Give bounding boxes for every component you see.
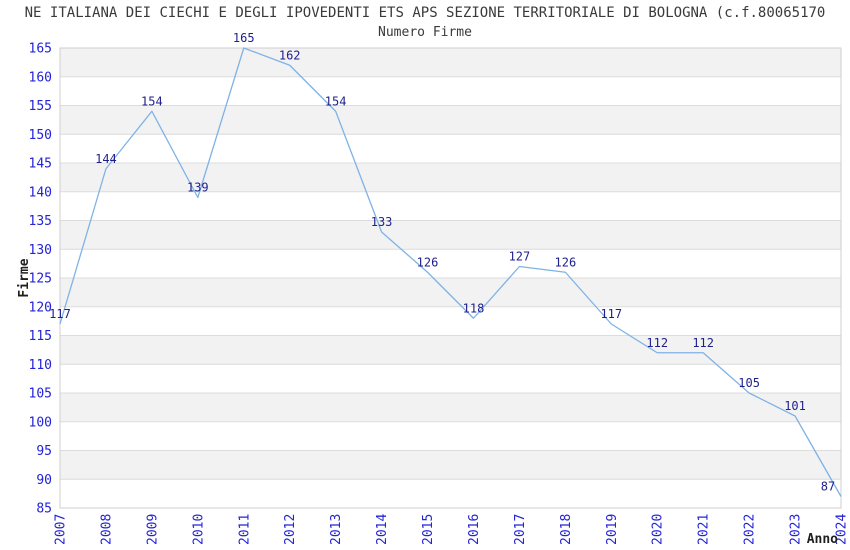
y-tick-label: 165 <box>29 42 52 57</box>
y-tick-label: 90 <box>36 473 52 488</box>
data-label: 87 <box>821 480 835 494</box>
data-label: 144 <box>95 152 117 166</box>
y-tick-label: 155 <box>29 99 52 114</box>
y-tick-label: 160 <box>29 70 52 85</box>
y-tick-label: 125 <box>29 272 52 287</box>
x-tick-label: 2011 <box>237 514 252 545</box>
grid-band <box>60 220 841 250</box>
x-tick-label: 2018 <box>559 514 574 545</box>
x-tick-label: 2023 <box>789 514 804 545</box>
x-tick-label: 2015 <box>421 514 436 545</box>
grid-band <box>60 335 841 365</box>
y-tick-label: 105 <box>29 387 52 402</box>
x-tick-label: 2017 <box>513 514 528 545</box>
data-label: 112 <box>646 336 668 350</box>
x-tick-label: 2013 <box>329 514 344 545</box>
data-label: 117 <box>600 307 622 321</box>
y-tick-label: 145 <box>29 157 52 172</box>
y-tick-label: 85 <box>36 502 52 517</box>
grid-band <box>60 450 841 480</box>
data-label: 127 <box>509 250 531 264</box>
data-label: 117 <box>49 307 71 321</box>
x-tick-label: 2007 <box>54 514 69 545</box>
plot-border <box>59 47 842 509</box>
x-tick-label: 2012 <box>283 514 298 545</box>
data-label: 165 <box>233 31 255 45</box>
data-label: 139 <box>187 181 209 195</box>
y-tick-label: 130 <box>29 243 52 258</box>
x-tick-label: 2019 <box>605 514 620 545</box>
x-tick-label: 2021 <box>697 514 712 545</box>
data-label: 118 <box>463 301 485 315</box>
y-tick-label: 140 <box>29 185 52 200</box>
y-tick-label: 100 <box>29 415 52 430</box>
y-tick-label: 135 <box>29 214 52 229</box>
y-tick-label: 150 <box>29 128 52 143</box>
y-tick-label: 115 <box>29 329 52 344</box>
y-tick-label: 95 <box>36 444 52 459</box>
data-label: 133 <box>371 215 393 229</box>
chart-main-title: NE ITALIANA DEI CIECHI E DEGLI IPOVEDENT… <box>24 5 826 21</box>
data-label: 154 <box>325 94 347 108</box>
x-axis-title: Anno <box>807 532 838 547</box>
y-tick-label: 120 <box>29 300 52 315</box>
data-label: 105 <box>738 376 760 390</box>
grid-band <box>60 105 841 135</box>
x-tick-label: 2020 <box>651 514 666 545</box>
data-label: 126 <box>555 255 577 269</box>
x-tick-label: 2008 <box>99 514 114 545</box>
grid-band <box>60 278 841 307</box>
data-label: 101 <box>784 399 806 413</box>
data-label: 162 <box>279 48 301 62</box>
y-axis-title: Firme <box>17 258 32 297</box>
x-tick-label: 2016 <box>467 514 482 545</box>
grid-band <box>60 393 841 422</box>
data-label: 154 <box>141 94 163 108</box>
series-line <box>59 47 842 497</box>
x-tick-label: 2022 <box>743 514 758 545</box>
chart-subtitle: Numero Firme <box>378 25 472 40</box>
data-label: 126 <box>417 255 439 269</box>
x-tick-label: 2010 <box>191 514 206 545</box>
x-tick-label: 2024 <box>835 514 850 545</box>
grid-band <box>60 163 841 192</box>
x-tick-label: 2009 <box>145 514 160 545</box>
data-label: 112 <box>692 336 714 350</box>
y-tick-label: 110 <box>29 358 52 373</box>
grid-band <box>60 48 841 77</box>
x-tick-label: 2014 <box>375 514 390 545</box>
